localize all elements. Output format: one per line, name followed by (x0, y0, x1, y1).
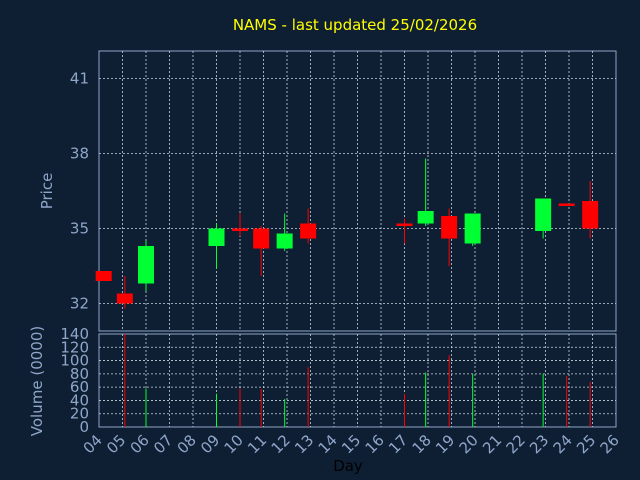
x-tick-label: 23 (526, 431, 552, 457)
x-tick-label: 19 (432, 431, 458, 457)
volume-tick-label: 0 (79, 418, 89, 436)
x-tick-label: 21 (479, 431, 505, 457)
candles (95, 158, 599, 309)
x-tick-label: 09 (197, 431, 223, 457)
candle-body (232, 228, 248, 231)
candle-body (95, 271, 112, 281)
candle-body (464, 213, 481, 244)
x-tick-label: 14 (315, 431, 341, 457)
x-tick-label: 16 (362, 431, 388, 457)
candle-body (138, 246, 154, 284)
x-tick-label: 22 (503, 431, 529, 457)
volume-axis-label: Volume (0000) (28, 326, 46, 436)
candle-body (558, 203, 575, 206)
x-tick-label: 15 (338, 431, 364, 457)
volume-tick-label: 80 (70, 365, 89, 383)
x-axis-label: Day (333, 457, 363, 475)
candle-body (116, 293, 133, 304)
chart-title: NAMS - last updated 25/02/2026 (233, 16, 477, 34)
x-tick-label: 20 (456, 431, 482, 457)
volume-tick-label: 60 (70, 378, 89, 396)
candle-body (441, 216, 458, 239)
candle-body (300, 223, 317, 239)
volume-tick-label: 100 (60, 352, 89, 370)
x-ticks: 0405060708091011121314151617181920212223… (80, 431, 623, 457)
candle-body (396, 223, 413, 226)
price-tick-label: 35 (70, 220, 89, 238)
price-tick-label: 38 (70, 145, 89, 163)
x-tick-label: 11 (244, 431, 270, 457)
x-tick-label: 13 (291, 431, 317, 457)
candle-body (253, 228, 270, 249)
x-tick-label: 25 (573, 431, 599, 457)
volume-bars (124, 334, 591, 427)
x-tick-label: 06 (127, 431, 153, 457)
x-tick-label: 10 (221, 431, 247, 457)
volume-tick-label: 20 (70, 405, 89, 423)
x-tick-label: 07 (150, 431, 176, 457)
price-y-ticks: 41 38 35 32 (70, 70, 89, 313)
x-tick-label: 05 (103, 431, 129, 457)
price-axis-label: Price (38, 173, 56, 210)
candle-body (582, 201, 599, 229)
x-tick-label: 12 (268, 431, 294, 457)
volume-tick-label: 40 (70, 391, 89, 409)
candle-body (417, 211, 434, 224)
x-tick-label: 18 (409, 431, 435, 457)
candle-body (276, 233, 293, 249)
price-tick-label: 32 (70, 295, 89, 313)
volume-tick-label: 120 (60, 338, 89, 356)
volume-tick-label: 140 (60, 325, 89, 343)
candle-body (208, 228, 225, 246)
candle-body (535, 198, 552, 231)
x-tick-label: 24 (550, 431, 576, 457)
x-tick-label: 17 (385, 431, 411, 457)
x-tick-label: 26 (597, 431, 623, 457)
price-grid (99, 51, 616, 331)
x-tick-label: 08 (174, 431, 200, 457)
price-tick-label: 41 (70, 70, 89, 88)
